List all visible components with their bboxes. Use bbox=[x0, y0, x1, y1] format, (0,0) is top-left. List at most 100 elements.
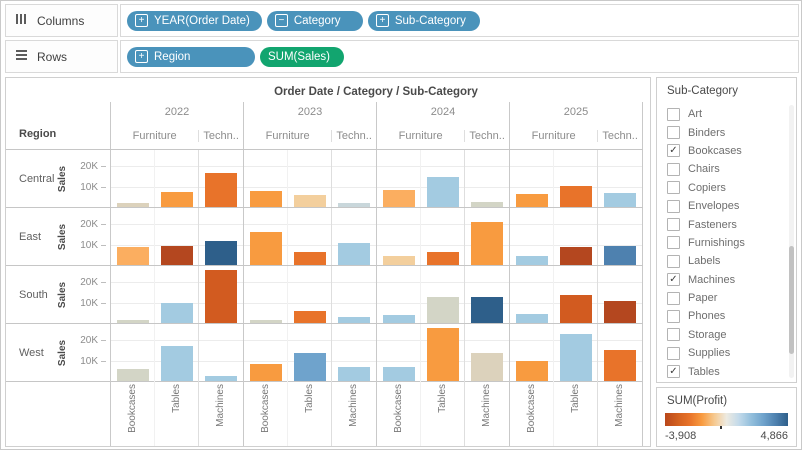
pill-sum-sales[interactable]: SUM(Sales) bbox=[260, 46, 344, 67]
checkbox-unchecked[interactable] bbox=[667, 126, 680, 140]
filter-item-envelopes[interactable]: Envelopes bbox=[660, 197, 787, 215]
bar[interactable] bbox=[160, 346, 193, 381]
year-group-header-2022: 2022 bbox=[110, 102, 243, 122]
bar-slot bbox=[598, 150, 642, 207]
checkbox-checked[interactable]: ✓ bbox=[667, 273, 680, 287]
bar[interactable] bbox=[382, 189, 415, 207]
bar[interactable] bbox=[116, 202, 149, 207]
bar[interactable] bbox=[426, 328, 459, 381]
bar[interactable] bbox=[160, 191, 193, 207]
bar[interactable] bbox=[604, 245, 637, 265]
bar[interactable] bbox=[205, 375, 238, 381]
bar[interactable] bbox=[515, 313, 548, 323]
bar[interactable] bbox=[338, 242, 371, 265]
filter-item-bookcases[interactable]: ✓ Bookcases bbox=[660, 142, 787, 160]
bar[interactable] bbox=[249, 190, 282, 207]
plus-box-icon[interactable]: + bbox=[135, 14, 148, 27]
bar[interactable] bbox=[293, 251, 326, 265]
category-panel bbox=[465, 266, 509, 323]
checkbox-unchecked[interactable] bbox=[667, 346, 680, 360]
filter-item-furnishings[interactable]: Furnishings bbox=[660, 234, 787, 252]
y-tick-label: 20K bbox=[80, 219, 98, 231]
pill-category[interactable]: − Category bbox=[266, 10, 363, 31]
bar[interactable] bbox=[515, 193, 548, 207]
rows-pills-area[interactable]: + Region SUM(Sales) bbox=[120, 40, 799, 73]
bar[interactable] bbox=[116, 319, 149, 323]
bar[interactable] bbox=[604, 350, 637, 381]
bar[interactable] bbox=[338, 316, 371, 323]
filter-scrollbar-track[interactable] bbox=[789, 105, 794, 378]
filter-item-copiers[interactable]: Copiers bbox=[660, 179, 787, 197]
filter-item-fasteners[interactable]: Fasteners bbox=[660, 215, 787, 233]
checkbox-unchecked[interactable] bbox=[667, 181, 680, 195]
bar[interactable] bbox=[515, 255, 548, 265]
bar[interactable] bbox=[426, 251, 459, 265]
pill-region[interactable]: + Region bbox=[127, 46, 255, 67]
bar[interactable] bbox=[559, 185, 592, 207]
checkbox-unchecked[interactable] bbox=[667, 218, 680, 232]
checkbox-unchecked[interactable] bbox=[667, 254, 680, 268]
bar[interactable] bbox=[471, 296, 504, 323]
checkbox-unchecked[interactable] bbox=[667, 291, 680, 305]
bar[interactable] bbox=[382, 366, 415, 381]
bar[interactable] bbox=[249, 232, 282, 265]
checkbox-unchecked[interactable] bbox=[667, 328, 680, 342]
bar[interactable] bbox=[559, 246, 592, 265]
bar[interactable] bbox=[338, 366, 371, 381]
bar[interactable] bbox=[160, 302, 193, 323]
pill-sub-category[interactable]: + Sub-Category bbox=[367, 10, 480, 31]
pill-year-order-date[interactable]: + YEAR(Order Date) bbox=[127, 10, 262, 31]
bar[interactable] bbox=[559, 334, 592, 381]
bar[interactable] bbox=[559, 294, 592, 323]
bar[interactable] bbox=[426, 296, 459, 323]
bar[interactable] bbox=[426, 177, 459, 207]
filter-item-art[interactable]: Art bbox=[660, 105, 787, 123]
columns-pills-area[interactable]: + YEAR(Order Date) − Category + Sub-Category bbox=[120, 4, 799, 37]
bar[interactable] bbox=[205, 173, 238, 207]
checkbox-unchecked[interactable] bbox=[667, 236, 680, 250]
filter-scrollbar-thumb[interactable] bbox=[789, 246, 794, 354]
filter-item-chairs[interactable]: Chairs bbox=[660, 160, 787, 178]
bar[interactable] bbox=[249, 319, 282, 323]
bar[interactable] bbox=[293, 310, 326, 323]
checkbox-unchecked[interactable] bbox=[667, 309, 680, 323]
bar[interactable] bbox=[604, 300, 637, 323]
filter-item-labels[interactable]: Labels bbox=[660, 252, 787, 270]
bar[interactable] bbox=[116, 368, 149, 381]
bar[interactable] bbox=[382, 314, 415, 323]
bar[interactable] bbox=[471, 201, 504, 207]
year-panel-2024 bbox=[376, 208, 509, 265]
checkbox-unchecked[interactable] bbox=[667, 107, 680, 121]
year-group-header-2023: 2023 bbox=[243, 102, 376, 122]
bar[interactable] bbox=[471, 222, 504, 265]
minus-box-icon[interactable]: − bbox=[274, 14, 288, 27]
columns-shelf-header: Columns bbox=[5, 4, 118, 37]
plus-box-icon[interactable]: + bbox=[135, 50, 148, 63]
bar[interactable] bbox=[160, 245, 193, 265]
bar[interactable] bbox=[515, 360, 548, 381]
checkbox-checked[interactable]: ✓ bbox=[667, 144, 680, 158]
checkbox-unchecked[interactable] bbox=[667, 199, 680, 213]
plus-box-icon[interactable]: + bbox=[375, 14, 389, 27]
bar[interactable] bbox=[293, 194, 326, 207]
checkbox-checked[interactable]: ✓ bbox=[667, 365, 680, 379]
rows-shelf-label: Rows bbox=[37, 49, 68, 64]
filter-item-supplies[interactable]: Supplies bbox=[660, 344, 787, 362]
bar[interactable] bbox=[205, 240, 238, 265]
checkbox-unchecked[interactable] bbox=[667, 162, 680, 176]
bar[interactable] bbox=[249, 363, 282, 381]
bar[interactable] bbox=[382, 255, 415, 265]
footer-slot: Bookcases bbox=[111, 381, 156, 446]
bar[interactable] bbox=[471, 352, 504, 381]
filter-item-binders[interactable]: Binders bbox=[660, 123, 787, 141]
filter-item-storage[interactable]: Storage bbox=[660, 326, 787, 344]
filter-item-tables[interactable]: ✓ Tables bbox=[660, 362, 787, 379]
filter-item-phones[interactable]: Phones bbox=[660, 307, 787, 325]
filter-item-machines[interactable]: ✓ Machines bbox=[660, 271, 787, 289]
bar[interactable] bbox=[116, 246, 149, 265]
bar[interactable] bbox=[293, 352, 326, 381]
bar[interactable] bbox=[604, 192, 637, 207]
bar[interactable] bbox=[338, 202, 371, 207]
bar[interactable] bbox=[205, 270, 238, 323]
filter-item-paper[interactable]: Paper bbox=[660, 289, 787, 307]
